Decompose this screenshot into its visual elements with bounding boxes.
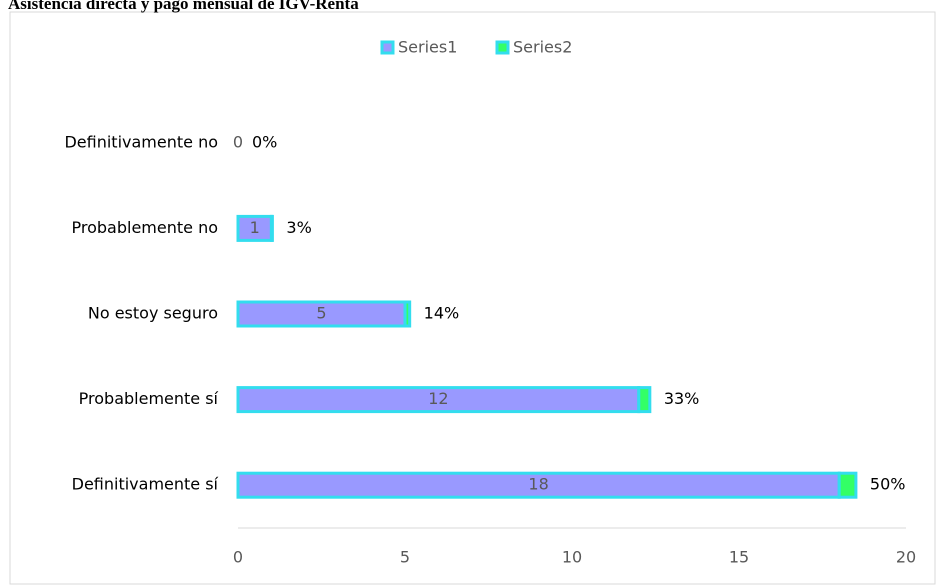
y-tick-label: Probablemente sí	[79, 389, 219, 408]
data-label: 14%	[424, 304, 460, 323]
x-tick-label: 15	[729, 548, 749, 567]
bar-segment	[269, 214, 274, 242]
legend-label: Series2	[513, 38, 572, 57]
x-tick-label: 10	[562, 548, 582, 567]
bar-segment	[403, 300, 412, 328]
x-tick-label: 5	[400, 548, 410, 567]
legend-swatch	[380, 40, 395, 55]
data-label: 1	[250, 218, 260, 237]
data-label: 12	[428, 389, 448, 408]
y-tick-label: No estoy seguro	[88, 304, 218, 323]
data-label: 33%	[664, 389, 700, 408]
data-label: 0%	[252, 132, 277, 151]
y-tick-label: Definitivamente sí	[72, 475, 219, 494]
x-tick-label: 0	[233, 548, 243, 567]
bar-segment	[637, 386, 652, 414]
data-label: 3%	[286, 218, 311, 237]
data-label: 18	[528, 475, 548, 494]
y-tick-label: Probablemente no	[72, 218, 219, 237]
data-label: 0	[233, 132, 243, 151]
legend-label: Series1	[398, 38, 457, 57]
chart-title: Asistencia directa y pago mensual de IGV…	[8, 0, 359, 13]
legend-swatch	[495, 40, 510, 55]
bar-segment	[236, 300, 407, 328]
data-label: 5	[316, 304, 326, 323]
y-tick-label: Definitivamente no	[64, 132, 218, 151]
bar-segment	[837, 471, 858, 499]
x-tick-label: 20	[896, 548, 916, 567]
data-label: 50%	[870, 475, 906, 494]
